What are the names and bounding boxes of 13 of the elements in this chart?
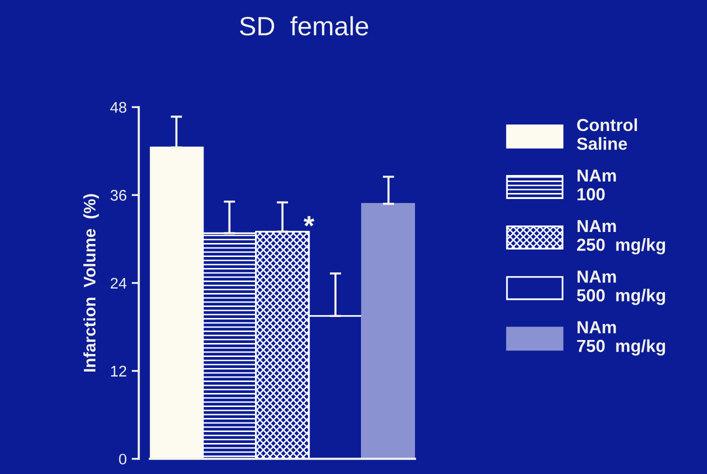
legend-label: NAm 100 [578, 170, 616, 200]
y-tick-label: 12 [111, 366, 126, 376]
y-tick-label: 36 [110, 190, 126, 201]
annotation: * [304, 216, 314, 226]
y-tick-label: 24 [110, 278, 127, 289]
legend-label: Control Saline [576, 118, 637, 150]
legend-label: NAm 250 mg/kg [577, 220, 666, 254]
legend-label: NAm 750 mg/kg [577, 321, 666, 356]
chart-title: SD female [240, 16, 368, 36]
y-axis-title: Infarction Volume (%) [83, 194, 99, 372]
y-tick-label: 0 [119, 454, 126, 465]
legend-label: NAm 500 mg/kg [576, 270, 666, 305]
y-tick-label: 48 [110, 102, 126, 113]
